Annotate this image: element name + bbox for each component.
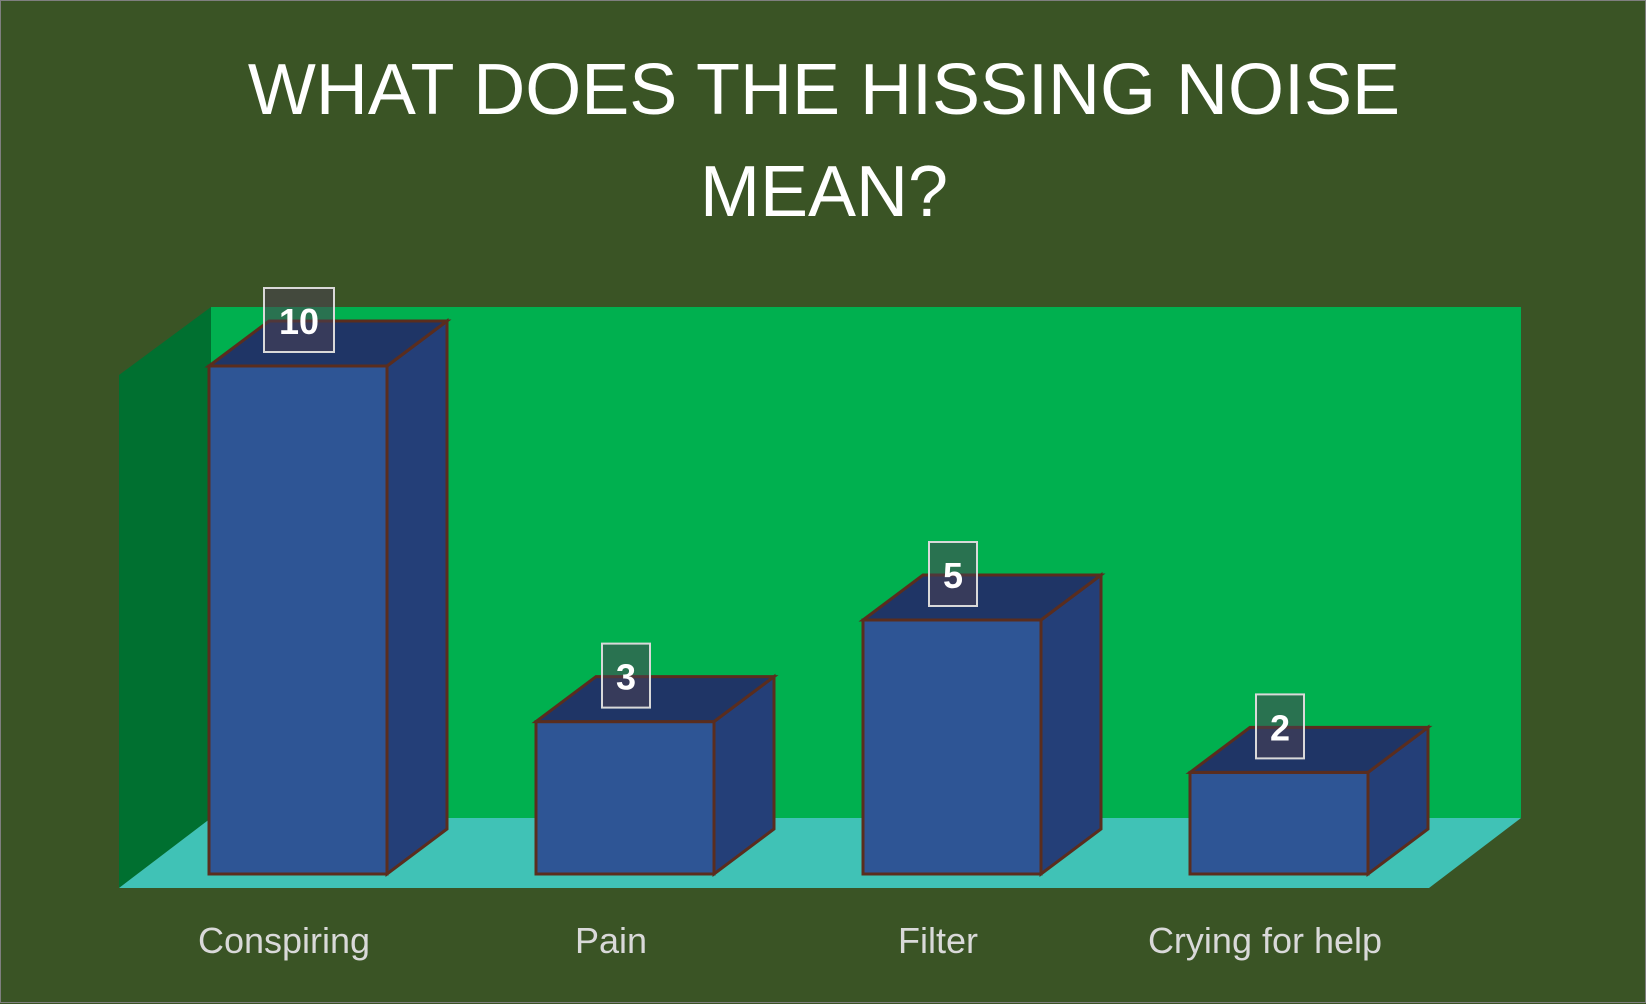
bar-side	[385, 318, 449, 877]
chart-title: WHAT DOES THE HISSING NOISE MEAN?	[248, 50, 1400, 232]
bar	[531, 673, 779, 877]
bars	[204, 318, 1433, 877]
value-label: 10	[263, 287, 335, 353]
value-label: 5	[928, 541, 978, 607]
category-label: Pain	[575, 920, 647, 961]
floor	[119, 818, 1521, 888]
bar-front	[534, 720, 716, 876]
value-label-box	[601, 642, 651, 709]
bar-front	[861, 618, 1043, 876]
value-label-text: 5	[943, 555, 963, 596]
bar-top	[531, 675, 779, 724]
value-label-text: 3	[616, 657, 636, 698]
bar	[858, 572, 1106, 877]
category-label: Crying for help	[1148, 920, 1382, 961]
bar-side	[1039, 572, 1103, 877]
category-label: Filter	[898, 920, 978, 961]
value-label-text: 2	[1270, 707, 1290, 748]
value-label-box	[263, 287, 335, 353]
value-label-text: 10	[279, 301, 319, 342]
bar	[204, 318, 452, 877]
plot-walls	[119, 307, 1521, 888]
bar-front	[1188, 770, 1370, 876]
side-wall	[119, 307, 211, 888]
chart-title-line-1: WHAT DOES THE HISSING NOISE	[248, 50, 1400, 130]
value-labels: 10 3 5 2	[263, 287, 1305, 760]
value-label-box	[1255, 693, 1305, 760]
value-label: 3	[601, 642, 651, 709]
back-wall	[211, 307, 1521, 818]
chart-title-line-2: MEAN?	[700, 152, 948, 232]
bar-front	[207, 364, 389, 876]
value-label: 2	[1255, 693, 1305, 760]
bar	[1185, 724, 1433, 877]
bar-top	[858, 573, 1106, 622]
category-labels: Conspiring Pain Filter Crying for help	[198, 920, 1382, 961]
bar-top	[1185, 725, 1433, 774]
category-label: Conspiring	[198, 920, 370, 961]
value-label-box	[928, 541, 978, 607]
